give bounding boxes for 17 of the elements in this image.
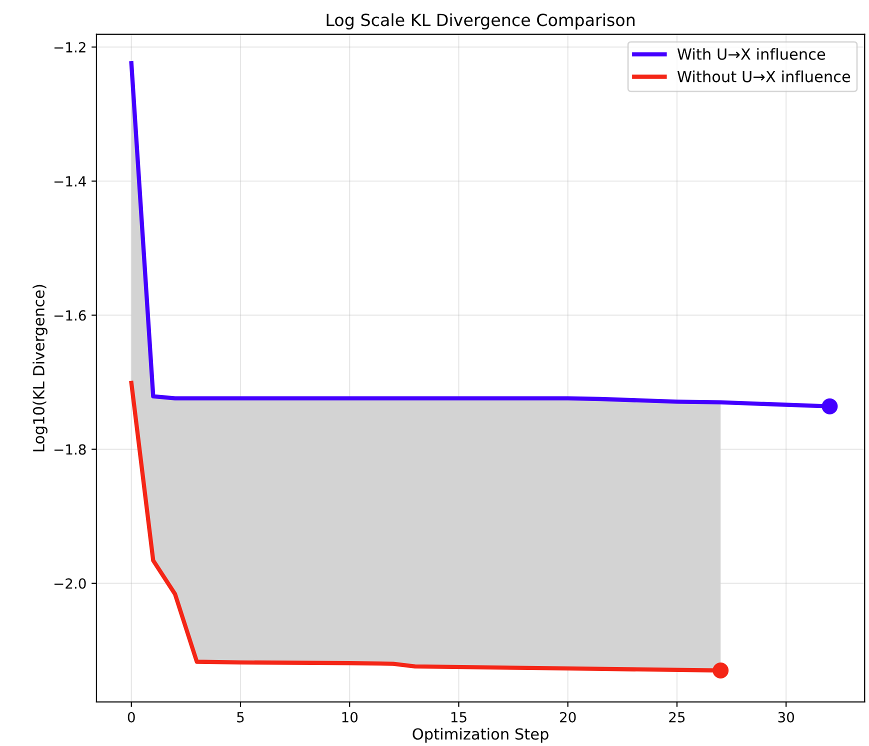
- chart-title: Log Scale KL Divergence Comparison: [326, 13, 635, 30]
- x-tick-label: 0: [128, 712, 135, 722]
- y-axis-title: Log10(KL Divergence): [32, 284, 48, 452]
- legend-label: Without U→X influence: [677, 70, 850, 82]
- x-tick-label: 25: [669, 712, 685, 722]
- y-tick-label: −1.6: [54, 310, 86, 321]
- x-tick-label: 5: [237, 712, 244, 722]
- legend-label: With U→X influence: [677, 48, 826, 60]
- y-tick-label: −1.4: [54, 176, 86, 186]
- x-tick-label: 10: [342, 712, 358, 722]
- x-tick-label: 20: [560, 712, 576, 722]
- x-tick-label: 30: [778, 712, 794, 722]
- y-tick-label: −2.0: [54, 578, 86, 589]
- y-tick-label: −1.2: [54, 42, 86, 52]
- y-tick-label: −1.8: [54, 444, 86, 455]
- x-tick-label: 15: [451, 712, 466, 722]
- x-axis-title: Optimization Step: [412, 728, 548, 743]
